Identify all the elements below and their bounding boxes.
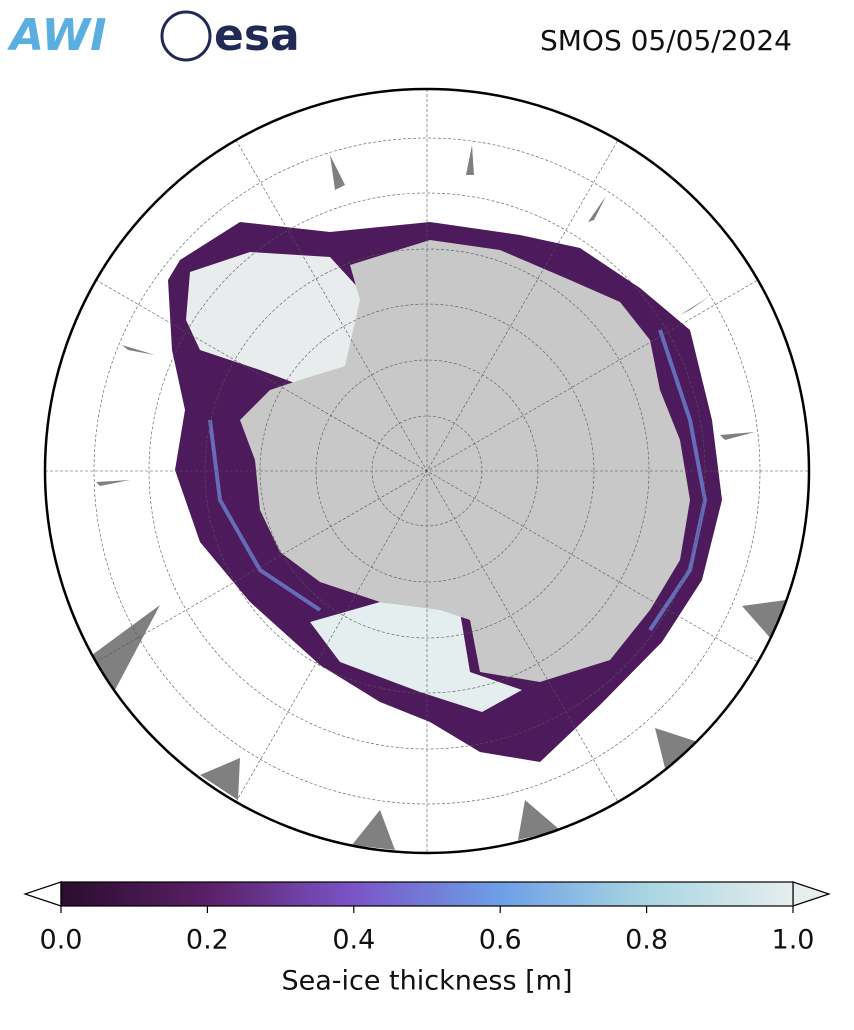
esa-logo: esa (214, 10, 300, 61)
ross-ice (310, 602, 522, 712)
colorbar-label: Sea-ice thickness [m] (281, 966, 572, 997)
graticule (45, 89, 809, 853)
colorbar-tick-label: 0.8 (625, 925, 668, 956)
colorbar-tick-label: 0.0 (40, 925, 83, 956)
weddell-ice (186, 252, 362, 385)
map-title: SMOS 05/05/2024 (540, 24, 792, 57)
esa-emblem (160, 10, 212, 62)
colorbar-body (60, 881, 794, 907)
colorbar (23, 881, 831, 907)
map (45, 89, 809, 853)
colorbar-extend-high (792, 881, 831, 907)
awi-logo: AWI (7, 10, 107, 61)
antarctica (240, 240, 690, 682)
map-border (43, 87, 811, 855)
colorbar-tick-label: 0.4 (332, 925, 375, 956)
colorbar-tick-label: 0.2 (186, 925, 229, 956)
sea-ice-thick (208, 329, 708, 632)
colorbar-extend-low (23, 881, 62, 907)
colorbar-tick-label: 0.6 (479, 925, 522, 956)
colorbar-tick-label: 1.0 (772, 925, 815, 956)
